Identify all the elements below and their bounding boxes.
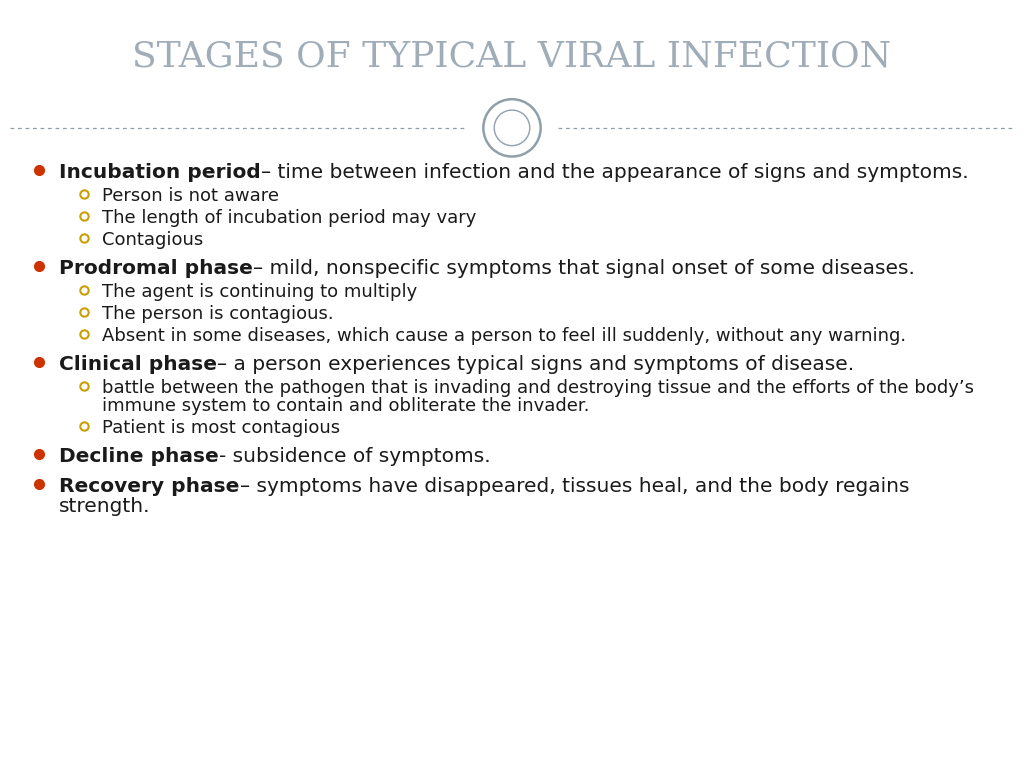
Text: Absent in some diseases, which cause a person to feel ill suddenly, without any : Absent in some diseases, which cause a p…	[102, 326, 906, 345]
Text: STAGES OF TYPICAL VIRAL INFECTION: STAGES OF TYPICAL VIRAL INFECTION	[132, 40, 892, 74]
Text: The agent is continuing to multiply: The agent is continuing to multiply	[102, 283, 418, 301]
Text: Decline phase: Decline phase	[59, 447, 219, 465]
Text: – symptoms have disappeared, tissues heal, and the body regains: – symptoms have disappeared, tissues hea…	[240, 477, 909, 495]
Text: Patient is most contagious: Patient is most contagious	[102, 419, 341, 437]
Text: Clinical phase: Clinical phase	[59, 355, 217, 374]
Text: The person is contagious.: The person is contagious.	[102, 305, 334, 323]
Text: strength.: strength.	[59, 497, 151, 515]
Text: Recovery phase: Recovery phase	[59, 477, 240, 495]
Text: Prodromal phase: Prodromal phase	[59, 259, 253, 278]
Text: Contagious: Contagious	[102, 230, 204, 249]
Text: Incubation period: Incubation period	[59, 163, 261, 182]
Text: immune system to contain and obliterate the invader.: immune system to contain and obliterate …	[102, 397, 590, 415]
Text: – time between infection and the appearance of signs and symptoms.: – time between infection and the appeara…	[261, 163, 969, 182]
Text: – a person experiences typical signs and symptoms of disease.: – a person experiences typical signs and…	[217, 355, 854, 374]
Text: The length of incubation period may vary: The length of incubation period may vary	[102, 209, 477, 227]
Text: – mild, nonspecific symptoms that signal onset of some diseases.: – mild, nonspecific symptoms that signal…	[253, 259, 915, 278]
Text: - subsidence of symptoms.: - subsidence of symptoms.	[219, 447, 490, 465]
Text: Person is not aware: Person is not aware	[102, 187, 280, 205]
Text: battle between the pathogen that is invading and destroying tissue and the effor: battle between the pathogen that is inva…	[102, 379, 975, 397]
